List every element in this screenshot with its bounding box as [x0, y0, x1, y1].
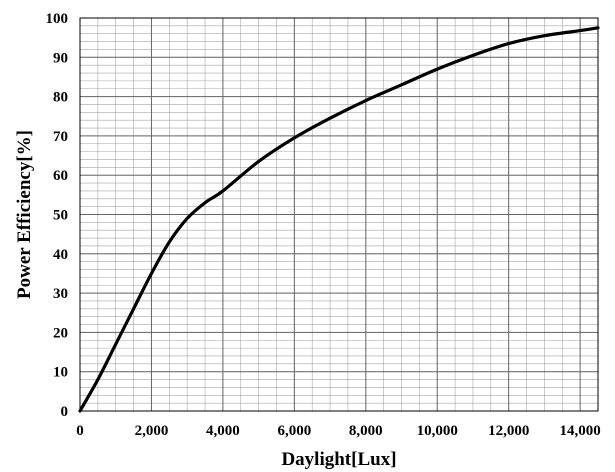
x-tick-label: 2,000	[135, 423, 169, 439]
y-tick-label: 70	[53, 129, 68, 145]
y-tick-label: 100	[46, 11, 69, 27]
x-tick-label: 0	[76, 423, 84, 439]
y-tick-label: 50	[53, 208, 68, 224]
y-tick-label: 80	[53, 90, 68, 106]
x-tick-label: 14,000	[560, 423, 601, 439]
x-tick-label: 6,000	[277, 423, 311, 439]
y-tick-label: 10	[53, 365, 68, 381]
y-tick-label: 0	[61, 404, 69, 420]
series-line	[78, 26, 600, 413]
y-tick-label: 40	[53, 247, 68, 263]
y-axis-tick-labels: 0 10 20 30 40 50 60 70 80 90 100	[46, 11, 69, 420]
x-axis-title: Daylight[Lux]	[281, 449, 396, 470]
y-tick-label: 20	[53, 325, 68, 341]
series-layer	[78, 26, 600, 413]
y-tick-label: 90	[53, 50, 68, 66]
x-tick-label: 12,000	[488, 423, 529, 439]
y-tick-label: 60	[53, 168, 68, 184]
y-tick-label: 30	[53, 286, 68, 302]
x-tick-label: 4,000	[206, 423, 240, 439]
x-tick-label: 8,000	[349, 423, 383, 439]
plot-area-frame	[79, 17, 599, 412]
x-axis-tick-labels: 0 2,000 4,000 6,000 8,000 10,000 12,000 14,000	[76, 423, 601, 439]
y-axis-title: Power Efficiency[%]	[14, 130, 35, 299]
major-grid	[79, 17, 598, 412]
x-tick-label: 10,000	[417, 423, 458, 439]
